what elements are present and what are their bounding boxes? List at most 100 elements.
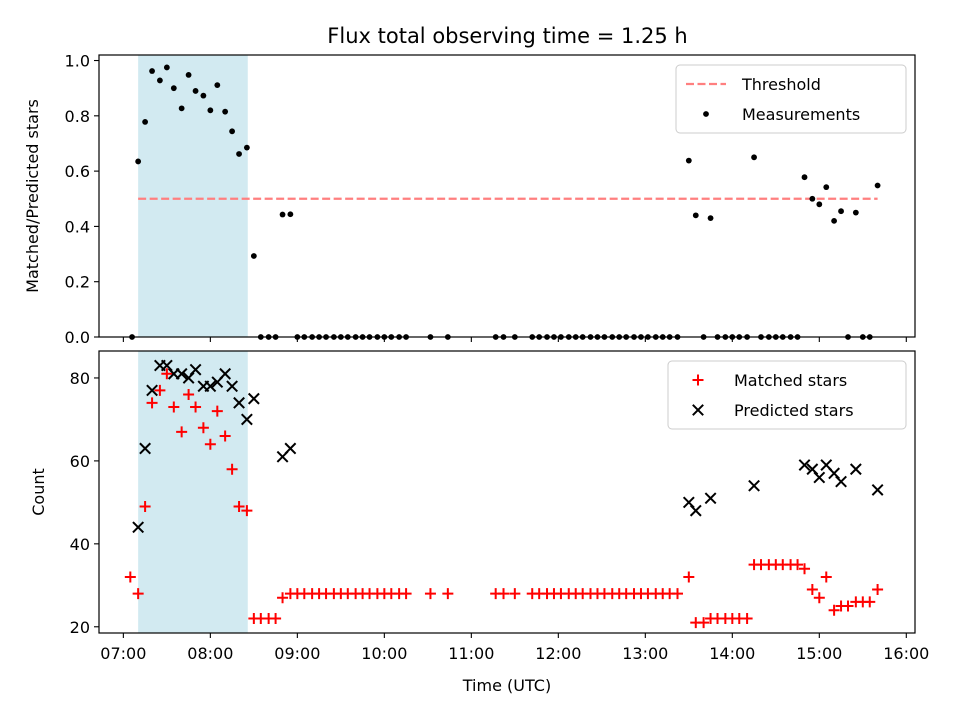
predicted-star-point xyxy=(132,521,145,534)
y-tick-label: 0.8 xyxy=(65,107,90,126)
legend-label: Measurements xyxy=(742,105,860,124)
matched-star-point xyxy=(124,571,136,583)
predicted-star-point xyxy=(284,442,297,455)
measurement-point xyxy=(279,211,286,218)
ratio-panel: 0.0 0.2 0.4 0.6 0.8 1.0 Matched/Predicted star… xyxy=(23,52,916,347)
x-tick-label: 08:00 xyxy=(187,644,233,663)
predicted-star-point xyxy=(704,492,717,505)
x-axis-label: Time (UTC) xyxy=(462,676,551,695)
y-axis-label: Matched/Predicted stars xyxy=(23,99,42,293)
measurement-point xyxy=(751,154,757,161)
shaded-time-span xyxy=(138,351,248,633)
measurement-point xyxy=(178,105,185,112)
predicted-star-point xyxy=(798,459,811,471)
y-tick-label: 80 xyxy=(70,369,90,388)
matched-star-point xyxy=(211,405,223,417)
matched-star-point xyxy=(161,368,173,380)
measurement-point xyxy=(243,144,250,151)
matched-star-point xyxy=(864,596,876,608)
matched-star-point xyxy=(154,384,166,396)
matched-star-point xyxy=(270,612,282,624)
legend-frame xyxy=(675,64,907,134)
predicted-star-point xyxy=(139,442,152,455)
matched-star-point xyxy=(672,588,684,600)
legend: Matched stars Predicted stars xyxy=(667,360,907,430)
measurement-point xyxy=(823,184,830,191)
measurement-point xyxy=(142,119,149,125)
predicted-star-point xyxy=(146,384,158,397)
y-tick-label: 1.0 xyxy=(65,52,90,71)
matched-star-point xyxy=(799,563,811,575)
matched-star-point xyxy=(820,571,832,583)
legend-measurement-swatch xyxy=(703,111,709,117)
matched-star-point xyxy=(277,592,289,604)
matched-star-point xyxy=(139,501,151,513)
matched-star-point xyxy=(233,501,245,513)
measurement-point xyxy=(874,182,881,189)
predicted-star-point xyxy=(871,484,884,496)
predicted-star-point xyxy=(835,475,847,488)
y-tick-label: 40 xyxy=(70,535,90,554)
measurement-point xyxy=(236,151,242,157)
y-tick-label: 20 xyxy=(70,618,90,637)
measurement-point xyxy=(801,174,808,181)
predicted-star-point xyxy=(813,471,826,484)
series-measurements xyxy=(129,64,881,340)
x-tick-label: 12:00 xyxy=(535,644,581,663)
matched-star-point xyxy=(498,588,510,600)
measurement-point xyxy=(838,208,844,215)
measurement-point xyxy=(250,253,257,259)
predicted-star-point xyxy=(240,413,253,426)
x-tick-label: 07:00 xyxy=(100,644,146,663)
counts-panel: 20 40 60 80 07:00 08:00 09:00 10:00 11:00 12:00 13… xyxy=(29,350,929,695)
matched-star-point xyxy=(872,583,884,595)
matched-star-point xyxy=(197,422,209,434)
x-tick-label: 15:00 xyxy=(796,644,842,663)
legend-frame xyxy=(667,360,907,430)
matched-star-point xyxy=(204,438,216,450)
predicted-star-point xyxy=(204,380,217,393)
measurement-point xyxy=(816,201,823,208)
measurement-point xyxy=(809,195,816,202)
predicted-star-point xyxy=(175,367,188,380)
matched-star-point xyxy=(241,505,253,517)
measurement-point xyxy=(207,107,214,114)
matched-star-point xyxy=(183,389,195,401)
matched-star-point xyxy=(226,463,238,475)
matched-star-point xyxy=(400,588,412,600)
measurement-point xyxy=(156,77,163,84)
measurement-point xyxy=(685,157,692,164)
x-tick-label: 13:00 xyxy=(622,644,668,663)
matched-star-point xyxy=(792,559,804,571)
predicted-star-point xyxy=(748,479,760,492)
measurement-point xyxy=(170,85,177,92)
matched-star-point xyxy=(813,592,825,604)
axes-frame xyxy=(98,54,916,338)
y-tick-label: 0.6 xyxy=(65,162,90,181)
measurement-point xyxy=(135,158,142,165)
measurement-point xyxy=(200,92,207,99)
axes-frame xyxy=(98,350,916,634)
matched-star-point xyxy=(828,604,840,616)
measurement-point xyxy=(214,82,221,89)
legend-label: Threshold xyxy=(741,75,821,94)
matched-star-point xyxy=(842,600,854,612)
matched-star-point xyxy=(806,583,818,595)
predicted-star-point xyxy=(849,463,862,476)
plot-area xyxy=(124,359,884,629)
predicted-star-point xyxy=(219,367,232,380)
matched-star-point xyxy=(424,588,436,600)
measurement-point xyxy=(229,128,236,135)
measurement-point xyxy=(149,68,155,74)
measurement-point xyxy=(185,72,192,78)
matched-star-point xyxy=(176,426,188,438)
legend: Threshold Measurements xyxy=(675,64,907,134)
legend-predicted-swatch xyxy=(692,404,704,416)
predicted-star-point xyxy=(247,392,260,405)
predicted-star-point xyxy=(189,363,202,376)
legend-label: Matched stars xyxy=(734,371,847,390)
series-predicted-stars xyxy=(132,359,884,534)
predicted-star-point xyxy=(226,380,239,393)
measurement-point xyxy=(707,215,714,222)
legend-label: Predicted stars xyxy=(734,401,854,420)
